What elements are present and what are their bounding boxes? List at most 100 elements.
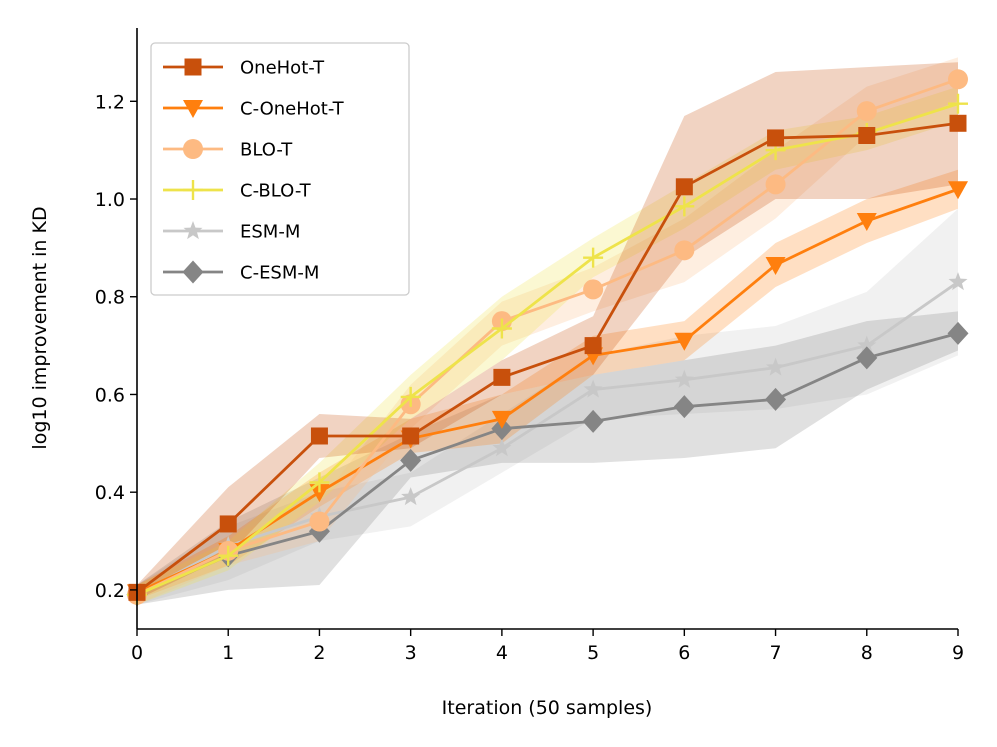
legend-label-c-onehot-t: C-OneHot-T [240, 99, 345, 120]
point-blo-t-8-shape [856, 101, 877, 122]
point-onehot-t-8-shape [858, 126, 876, 144]
line-onehot-t [136, 121, 959, 594]
point-c-blo-t-6-shape [674, 196, 695, 217]
point-c-onehot-t-7 [765, 256, 786, 275]
legend-item-blo-t: BLO-T [163, 139, 293, 161]
point-onehot-t-6 [675, 178, 693, 196]
point-esm-m-3-shape [401, 487, 421, 506]
band-c-esm-m [137, 311, 958, 605]
point-onehot-t-3 [402, 427, 420, 445]
point-onehot-t-5-shape [584, 337, 602, 355]
legend: OneHot-T C-OneHot-T BLO-T C-BLO-T ESM-M C-ESM… [150, 42, 410, 296]
x-tick-label-8: 8 [861, 642, 873, 664]
point-blo-t-7-shape [765, 174, 786, 195]
band-c-blo-t [137, 86, 958, 605]
point-c-blo-t-2 [309, 472, 330, 493]
y-tick-label-0.4: 0.4 [95, 482, 125, 504]
legend-marker-onehot-t [184, 58, 202, 76]
point-c-esm-m-8 [856, 346, 878, 370]
point-c-blo-t-5 [583, 247, 604, 268]
legend-marker-onehot-t-shape [184, 58, 202, 76]
point-c-blo-t-4-shape [491, 318, 512, 339]
point-esm-m-9-shape [948, 272, 968, 291]
point-blo-t-5 [583, 279, 604, 300]
point-blo-t-6-shape [674, 240, 695, 261]
point-onehot-t-4-shape [493, 368, 511, 386]
point-onehot-t-7-shape [767, 129, 785, 147]
point-esm-m-8 [857, 335, 877, 354]
y-tick-label-1.0: 1.0 [95, 189, 125, 211]
legend-marker-esm-m [183, 221, 203, 240]
axes [136, 28, 958, 630]
point-blo-t-9-shape [948, 69, 968, 90]
point-esm-m-7-shape [766, 357, 786, 376]
point-c-esm-m-5-shape [582, 409, 604, 433]
y-axis-label: log10 improvement in KD [29, 206, 51, 449]
point-c-onehot-t-2-shape [309, 484, 330, 503]
point-c-onehot-t-4 [491, 410, 512, 429]
legend-marker-c-esm-m-shape [182, 260, 204, 284]
legend-marker-c-onehot-t-shape [183, 100, 203, 118]
point-onehot-t-5 [584, 337, 602, 355]
point-esm-m-7 [766, 357, 786, 376]
point-c-esm-m-3 [400, 448, 422, 472]
point-blo-t-6 [674, 240, 695, 261]
point-blo-t-8 [856, 101, 877, 122]
point-c-blo-t-9-shape [948, 93, 968, 114]
legend-marker-esm-m-shape [183, 221, 203, 240]
point-c-esm-m-8-shape [856, 346, 878, 370]
x-tick-label-7: 7 [770, 642, 782, 664]
point-c-esm-m-5 [582, 409, 604, 433]
x-tick-label-2: 2 [313, 642, 325, 664]
legend-marker-c-esm-m [182, 260, 204, 284]
point-onehot-t-6-shape [675, 178, 693, 196]
point-esm-m-4-shape [492, 438, 512, 457]
y-tick-label-0.2: 0.2 [95, 580, 125, 602]
legend-item-c-esm-m: C-ESM-M [163, 260, 319, 284]
legend-item-esm-m: ESM-M [163, 221, 300, 243]
point-c-esm-m-6-shape [673, 395, 695, 419]
legend-marker-c-blo-t-shape [183, 180, 203, 200]
point-blo-t-9 [948, 69, 968, 90]
band-esm-m [137, 208, 958, 605]
legend-label-blo-t: BLO-T [240, 140, 293, 161]
legend-marker-c-onehot-t [183, 100, 203, 118]
point-esm-m-3 [401, 487, 421, 506]
point-esm-m-4 [492, 438, 512, 457]
point-esm-m-8-shape [857, 335, 877, 354]
y-tick-label-1.2: 1.2 [95, 91, 125, 113]
point-c-esm-m-9 [947, 321, 969, 345]
point-onehot-t-1 [219, 515, 237, 533]
point-onehot-t-2 [310, 427, 328, 445]
y-tick-label-0.8: 0.8 [95, 287, 125, 309]
x-tick-label-3: 3 [405, 642, 417, 664]
legend-marker-blo-t [183, 139, 203, 159]
point-c-onehot-t-6 [674, 332, 695, 351]
x-axis-label: Iteration (50 samples) [442, 697, 653, 719]
series-onehot-t [128, 114, 967, 601]
series-lines [126, 69, 969, 607]
point-esm-m-5-shape [583, 379, 603, 398]
point-c-esm-m-7-shape [765, 387, 787, 411]
point-c-blo-t-3-shape [400, 386, 421, 407]
point-c-blo-t-4 [491, 318, 512, 339]
point-esm-m-6 [674, 369, 694, 388]
point-c-blo-t-1 [218, 545, 239, 566]
point-onehot-t-4 [493, 368, 511, 386]
band-blo-t [137, 57, 958, 605]
line-c-blo-t [136, 102, 959, 597]
y-axis-ticks: 0.2 0.4 0.6 0.8 1.0 1.2 [95, 91, 137, 602]
point-c-onehot-t-2 [309, 484, 330, 503]
point-onehot-t-1-shape [219, 515, 237, 533]
point-c-esm-m-9-shape [947, 321, 969, 345]
point-c-blo-t-2-shape [309, 472, 330, 493]
legend-item-c-blo-t: C-BLO-T [163, 180, 312, 202]
point-c-esm-m-6 [673, 395, 695, 419]
point-onehot-t-7 [767, 129, 785, 147]
x-tick-label-1: 1 [222, 642, 234, 664]
point-c-onehot-t-9 [948, 181, 968, 200]
legend-item-onehot-t: OneHot-T [163, 58, 325, 79]
legend-marker-c-blo-t [183, 180, 203, 200]
point-c-onehot-t-9-shape [948, 181, 968, 200]
